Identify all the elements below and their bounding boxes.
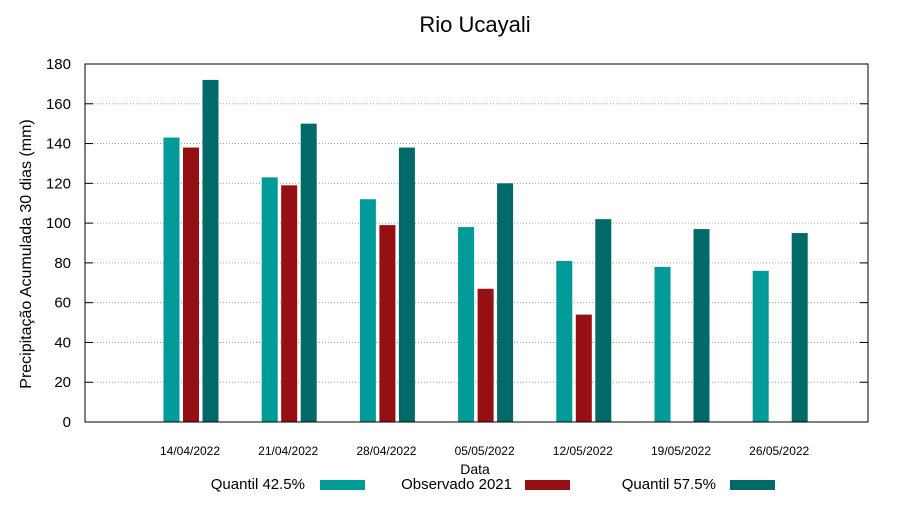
x-tick-label: 26/05/2022 — [749, 444, 809, 458]
bar — [556, 260, 573, 422]
bar — [654, 266, 671, 422]
legend-label: Quantil 57.5% — [622, 476, 716, 493]
y-tick-label: 40 — [54, 334, 71, 351]
y-tick-label: 180 — [46, 56, 71, 73]
x-tick-label: 12/05/2022 — [553, 444, 613, 458]
grid-lines — [85, 103, 868, 383]
x-axis-label: Data — [460, 461, 490, 477]
bar — [261, 177, 278, 422]
bar — [202, 79, 219, 423]
y-tick-label: 100 — [46, 215, 71, 232]
y-tick-label: 0 — [63, 414, 71, 431]
bar — [398, 147, 415, 423]
chart-title: Rio Ucayali — [419, 12, 530, 37]
bars — [163, 79, 808, 423]
x-tick-label: 14/04/2022 — [160, 444, 220, 458]
bar — [458, 227, 475, 422]
x-tick-label: 21/04/2022 — [258, 444, 318, 458]
legend-swatch — [525, 480, 570, 490]
x-tick-label: 28/04/2022 — [356, 444, 416, 458]
legend: Quantil 42.5% Observado 2021 Quantil 57.5% — [211, 476, 775, 493]
y-tick-label: 160 — [46, 96, 71, 113]
bar — [163, 137, 180, 423]
axes: 0 20 40 60 80 100 120 140 160 180 14/04/2022 21/04/… — [46, 56, 869, 458]
legend-label: Quantil 42.5% — [211, 476, 305, 493]
legend-label: Observado 2021 — [401, 476, 512, 493]
y-tick-label: 140 — [46, 136, 71, 153]
bar — [752, 270, 769, 422]
y-tick-label: 120 — [46, 175, 71, 192]
bar — [183, 147, 199, 423]
legend-swatch — [730, 480, 775, 490]
bar — [693, 229, 710, 422]
y-tick-label: 80 — [54, 255, 71, 272]
bar — [477, 288, 494, 422]
y-axis-label: Precipitação Acumulada 30 dias (mm) — [18, 119, 35, 388]
x-tick-label: 05/05/2022 — [455, 444, 515, 458]
x-tick-label: 19/05/2022 — [651, 444, 711, 458]
bar — [359, 199, 376, 422]
y-tick-label: 20 — [54, 374, 71, 391]
bar — [300, 123, 317, 423]
bar — [497, 183, 514, 422]
bar — [575, 314, 592, 422]
legend-swatch — [320, 480, 365, 490]
bar — [791, 233, 808, 422]
bar — [281, 185, 298, 422]
bar — [379, 225, 396, 422]
bar — [595, 219, 612, 422]
y-tick-label: 60 — [54, 295, 71, 312]
plot-frame — [84, 63, 869, 423]
